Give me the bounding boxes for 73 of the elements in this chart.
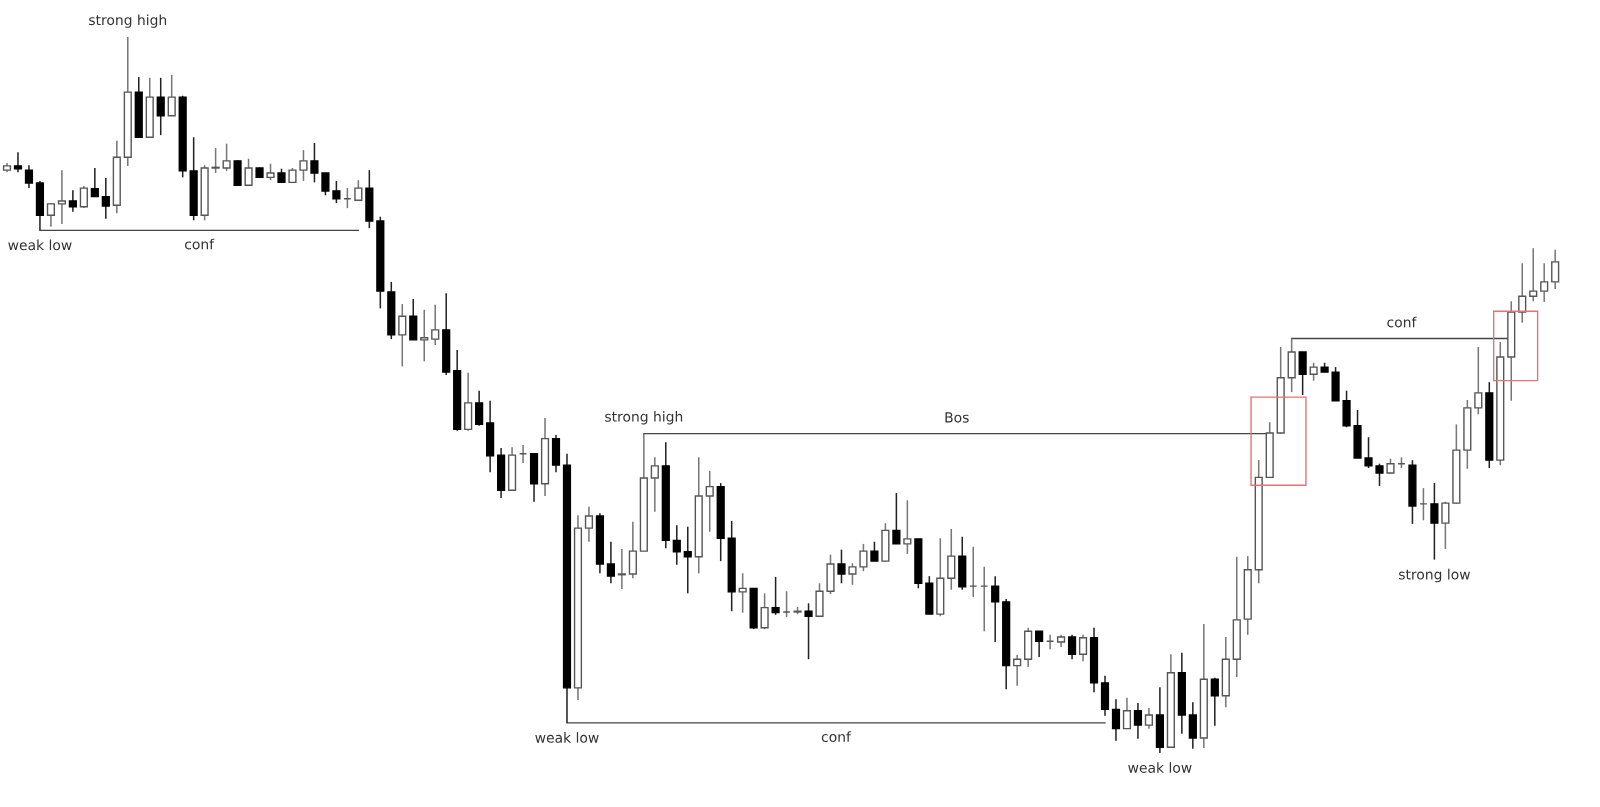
candlestick <box>332 180 341 204</box>
candlestick <box>1529 247 1538 302</box>
candlestick <box>420 309 429 363</box>
candlestick <box>672 524 681 566</box>
candlestick <box>837 548 846 585</box>
candlestick <box>244 157 253 186</box>
candlestick <box>617 548 626 590</box>
candlestick <box>1298 351 1307 396</box>
candlestick <box>211 147 220 174</box>
annotation: strong low <box>1398 568 1470 583</box>
candlestick <box>475 389 484 427</box>
candlestick <box>90 167 99 198</box>
annotation: weak low <box>535 732 599 743</box>
candlestick <box>1035 630 1044 658</box>
candlestick <box>310 142 319 184</box>
candlestick <box>409 298 418 341</box>
candlestick <box>859 543 868 572</box>
candlestick <box>398 303 407 368</box>
candlestick <box>991 575 1000 643</box>
candlestick <box>848 562 857 586</box>
candlestick <box>606 541 615 585</box>
candlestick <box>68 189 77 213</box>
candlestick <box>1144 707 1154 730</box>
annotation: weak low <box>1128 762 1192 773</box>
candlestick <box>354 179 363 202</box>
candlestick <box>1133 702 1143 740</box>
candlestick <box>903 499 912 555</box>
candlestick <box>101 177 110 220</box>
candlestick <box>167 74 176 117</box>
candlestick <box>79 185 88 209</box>
candlestick <box>1375 462 1384 487</box>
candlestick <box>321 172 330 197</box>
annotation: strong high <box>605 411 683 425</box>
candlestick <box>1551 248 1560 290</box>
candlestick <box>947 528 956 591</box>
annotation: weak low <box>8 239 72 251</box>
candlestick <box>1474 346 1483 416</box>
annotation: Bos <box>945 412 969 423</box>
candlestick <box>760 592 769 630</box>
candlestick <box>13 151 23 174</box>
annotation: conf <box>1387 316 1417 328</box>
candlestick <box>46 202 56 228</box>
candlestick <box>1188 701 1197 750</box>
annotation: conf <box>821 731 852 743</box>
annotation: strong high <box>89 14 167 28</box>
candlestick <box>1364 436 1373 469</box>
candlestick <box>771 576 780 616</box>
candlestick <box>1210 677 1219 727</box>
candlestick <box>1518 262 1527 324</box>
candlestick <box>222 142 231 172</box>
candlestick <box>892 492 901 545</box>
candlestick <box>584 505 594 543</box>
candlestick <box>628 520 637 580</box>
candlestick <box>1013 654 1022 687</box>
candlestick <box>431 304 440 346</box>
candlestick <box>705 470 714 533</box>
candlestick <box>804 602 813 660</box>
candlestick <box>156 77 165 136</box>
candlestick <box>683 525 692 595</box>
candlestick <box>1111 698 1121 742</box>
candlestick <box>1078 634 1088 663</box>
candlestick <box>299 149 308 182</box>
candlestick <box>1441 500 1450 550</box>
candlestick <box>24 164 34 189</box>
candlestick <box>1430 482 1439 561</box>
annotation: conf <box>185 238 215 250</box>
candlestick <box>1067 634 1077 660</box>
candlestick <box>1540 262 1549 303</box>
candlestick <box>738 572 747 614</box>
candlestick <box>57 169 66 225</box>
candlestick <box>650 456 659 513</box>
candlestick <box>870 541 879 562</box>
candlestick <box>1122 697 1132 730</box>
